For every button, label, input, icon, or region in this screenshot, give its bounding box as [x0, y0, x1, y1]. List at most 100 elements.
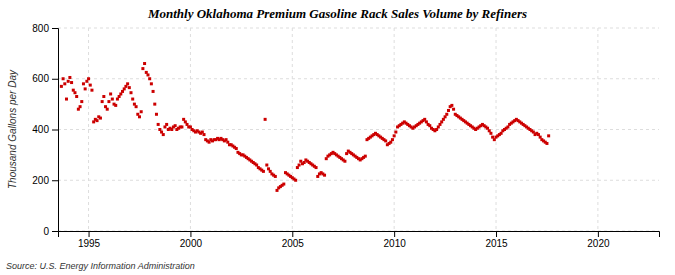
point — [138, 115, 141, 118]
point — [114, 104, 117, 107]
x-grid-line — [292, 28, 293, 231]
y-tick: 800 — [32, 23, 58, 34]
point — [126, 82, 129, 85]
y-grid-line — [58, 180, 659, 181]
point — [87, 77, 90, 80]
x-tick-mark — [394, 231, 395, 237]
point — [80, 100, 83, 103]
x-tick-mark — [496, 231, 497, 237]
x-axis: 199520002005201020152020 — [59, 231, 660, 249]
point — [62, 77, 65, 80]
point — [384, 139, 387, 142]
point — [146, 73, 149, 76]
y-tick-label: 0 — [43, 226, 49, 237]
point — [90, 89, 93, 92]
point — [130, 91, 133, 94]
point — [70, 81, 73, 84]
point — [155, 113, 158, 116]
point — [162, 133, 165, 136]
x-tick-mark — [292, 231, 293, 237]
y-tick-label: 200 — [32, 175, 49, 186]
x-grid-line — [88, 28, 89, 231]
y-tick-label: 600 — [32, 73, 49, 84]
point — [153, 103, 156, 106]
x-tick: 2000 — [180, 231, 203, 249]
point — [68, 76, 71, 79]
x-tick-mark — [190, 231, 191, 237]
point — [143, 62, 146, 65]
point — [148, 77, 151, 80]
point — [84, 87, 87, 90]
y-tick-mark — [52, 130, 58, 131]
point — [165, 123, 168, 126]
x-tick-label: 2010 — [384, 238, 407, 249]
point — [107, 100, 110, 103]
point — [393, 134, 396, 137]
point — [140, 110, 143, 113]
x-tick: 2020 — [587, 231, 610, 249]
chart: 1995200020052010201520200200400600800Mon… — [0, 0, 675, 275]
point — [294, 179, 297, 182]
x-tick-label: 2015 — [485, 238, 508, 249]
title: Monthly Oklahoma Premium Gasoline Rack S… — [147, 6, 527, 21]
point — [65, 98, 68, 101]
y-axis-title: Thousand Gallons per Day — [7, 69, 18, 189]
point — [180, 125, 183, 128]
point — [82, 82, 85, 85]
point — [79, 105, 82, 108]
x-grid-line — [597, 28, 598, 231]
point — [106, 108, 109, 111]
point — [235, 147, 238, 150]
point — [264, 118, 267, 121]
y-tick: 200 — [32, 175, 58, 186]
point — [73, 91, 76, 94]
x-grid-line — [394, 28, 395, 231]
y-grid-line — [58, 78, 659, 79]
y-tick-mark — [52, 231, 58, 232]
point — [447, 109, 450, 112]
x-tick: 2010 — [384, 231, 407, 249]
point — [343, 160, 346, 163]
y-tick-label: 800 — [32, 23, 49, 34]
point — [63, 82, 66, 85]
x-tick-label: 1995 — [78, 238, 101, 249]
x-tick-label: 2020 — [587, 238, 610, 249]
point — [174, 124, 177, 127]
point — [452, 108, 455, 111]
point — [99, 117, 102, 120]
point — [67, 80, 70, 83]
points — [60, 62, 550, 192]
point — [545, 142, 548, 145]
source-note: Source: U.S. Energy Information Administ… — [6, 261, 195, 271]
point — [101, 100, 104, 103]
point — [547, 134, 550, 137]
grid — [58, 28, 659, 231]
y-tick-mark — [52, 79, 58, 80]
plot: 1995200020052010201520200200400600800 — [32, 23, 659, 249]
point — [131, 98, 134, 101]
point — [111, 98, 114, 101]
point — [150, 82, 153, 85]
y-tick-mark — [52, 28, 58, 29]
point — [450, 104, 453, 107]
point — [109, 92, 112, 95]
x-tick-label: 2000 — [180, 238, 203, 249]
x-grid-line — [496, 28, 497, 231]
y-tick-mark — [52, 180, 58, 181]
y-axis-line — [52, 29, 59, 232]
y-axis: 0200400600800 — [32, 23, 58, 237]
point — [152, 90, 155, 93]
y-grid-line — [58, 129, 659, 130]
point — [315, 166, 318, 169]
point — [89, 84, 92, 87]
point — [323, 174, 326, 177]
point — [262, 170, 265, 173]
point — [157, 123, 160, 126]
x-axis-line — [59, 232, 660, 238]
point — [128, 86, 131, 89]
point — [75, 95, 78, 98]
x-tick-mark — [598, 231, 599, 237]
y-tick: 600 — [32, 73, 58, 84]
point — [298, 164, 301, 167]
point — [445, 113, 448, 116]
